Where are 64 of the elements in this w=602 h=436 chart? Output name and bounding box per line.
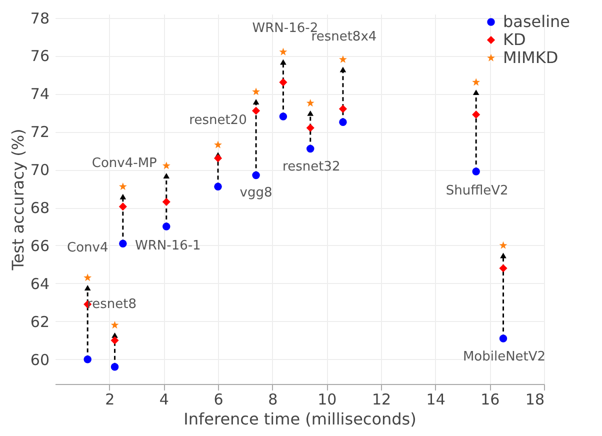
y-tick-label: 74 [30,85,50,104]
y-tick-label: 78 [30,9,50,28]
point [499,264,508,272]
annotation: vgg8 [240,185,272,200]
x-tick-label: 6 [214,390,224,408]
annotation: Conv4-MP [92,156,158,171]
x-tick-label: 16 [480,390,500,408]
point [252,88,260,96]
x-tick-label: 18 [525,390,544,408]
annotation: Conv4 [66,240,108,256]
point [214,140,222,148]
point [338,104,347,113]
y-tick-label: 62 [30,312,50,331]
y-axis-title: Test accuracy (%) [8,128,28,272]
point [252,171,260,180]
point [162,162,170,170]
point [472,78,480,86]
annotation: ShuffleV2 [446,183,508,198]
point [306,124,314,132]
point [118,202,127,211]
annotation: WRN-16-1 [135,238,201,254]
point [338,55,347,63]
point [162,198,170,206]
point [110,336,119,344]
point [118,182,127,190]
annotation: MobileNetV2 [462,349,546,364]
x-tick-label: 12 [372,390,392,408]
point [499,334,508,342]
y-tick-label: 70 [30,161,50,180]
annotation: resnet32 [282,160,340,175]
point [339,118,347,126]
point [84,355,92,364]
point [214,154,222,162]
x-axis-title: Inference time (milliseconds) [184,410,416,428]
point [472,110,480,119]
annotation: resnet20 [189,112,247,128]
x-tick-label: 2 [105,390,115,408]
x-tick-label: 10 [318,390,337,408]
point [279,112,288,120]
x-tick-label: 8 [268,390,278,408]
point [252,106,260,115]
point [214,182,222,191]
legend-label: baseline [503,12,570,31]
point [279,48,288,56]
legend-label: MIMKD [503,48,558,67]
x-tick-label: 4 [159,390,169,408]
point [499,241,508,249]
y-tick-label: 64 [30,274,50,293]
point [306,98,314,107]
y-tick-label: 68 [30,199,50,218]
point [306,144,314,153]
point [84,274,92,282]
point [279,78,288,86]
point [110,363,119,371]
y-tick-label: 72 [30,123,50,142]
point [110,320,119,329]
y-tick-label: 60 [30,350,50,369]
point [472,168,480,176]
legend-label: KD [503,30,526,49]
point [162,222,170,230]
point [119,240,127,248]
y-tick-label: 66 [30,236,50,255]
y-tick-label: 76 [30,47,50,66]
x-tick-label: 14 [426,390,446,408]
